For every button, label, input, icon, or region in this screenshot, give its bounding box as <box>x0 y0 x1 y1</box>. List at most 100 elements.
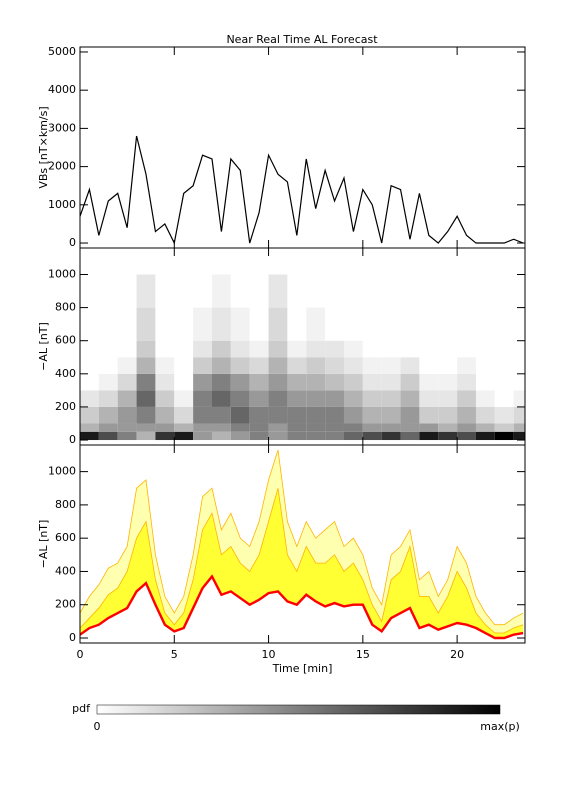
heat-cell <box>268 423 288 432</box>
heat-cell <box>438 406 458 424</box>
heat-cell <box>381 307 401 341</box>
x-axis-label: Time [min] <box>272 662 333 675</box>
heat-cell <box>513 274 525 308</box>
heat-cell <box>174 357 194 374</box>
heat-cell <box>419 406 439 424</box>
heat-cell <box>136 423 156 432</box>
heat-cell <box>306 307 326 341</box>
heat-cell <box>287 274 307 308</box>
heat-cell <box>211 340 231 358</box>
heat-cell <box>457 431 476 441</box>
heat-cell <box>174 274 194 308</box>
heat-cell <box>155 390 175 407</box>
heat-cell <box>362 390 382 407</box>
heat-cell <box>475 390 495 407</box>
heat-cell <box>230 406 250 424</box>
heat-cell <box>249 390 269 407</box>
heat-cell <box>513 431 525 441</box>
heat-cell <box>475 274 495 308</box>
heat-cell <box>306 340 326 358</box>
heat-cell <box>174 340 194 358</box>
heat-cell <box>287 423 307 432</box>
data-line <box>80 135 524 245</box>
heat-cell <box>136 340 156 358</box>
heat-cell <box>211 274 231 308</box>
heat-cell <box>457 274 476 308</box>
heat-cell <box>80 357 99 374</box>
heat-cell <box>343 274 363 308</box>
y-tick-label: 5000 <box>48 45 76 58</box>
heat-cell <box>343 423 363 432</box>
heat-cell <box>325 357 344 374</box>
heat-cell <box>362 274 382 308</box>
heat-cell <box>80 340 99 358</box>
heat-cell <box>155 307 175 341</box>
heat-cell <box>362 423 382 432</box>
heat-cell <box>287 406 307 424</box>
heat-cell <box>400 431 420 441</box>
heat-cell <box>136 431 156 441</box>
heat-cell <box>211 357 231 374</box>
band-area <box>80 488 524 639</box>
heat-cell <box>249 406 269 424</box>
heat-cell <box>174 307 194 341</box>
heat-cell <box>306 373 326 391</box>
heat-cell <box>381 373 401 391</box>
heat-cell <box>155 274 175 308</box>
heat-cell <box>268 307 288 341</box>
heat-cell <box>419 390 439 407</box>
heat-cell <box>419 431 439 441</box>
heat-cell <box>174 406 194 424</box>
heat-cell <box>513 423 525 432</box>
y-tick-label: 800 <box>55 301 76 314</box>
heat-cell <box>230 423 250 432</box>
heat-cell <box>475 373 495 391</box>
heat-cell <box>438 390 458 407</box>
heat-cell <box>136 357 156 374</box>
heat-cell <box>193 274 212 308</box>
heat-cell <box>98 357 118 374</box>
heat-cell <box>80 431 99 441</box>
heat-cell <box>211 431 231 441</box>
heat-cell <box>494 340 514 358</box>
heat-cell <box>174 423 194 432</box>
heat-cell <box>438 373 458 391</box>
heat-cell <box>268 274 288 308</box>
heat-cell <box>419 357 439 374</box>
band-edge <box>80 488 524 634</box>
heat-cell <box>494 357 514 374</box>
heat-cell <box>249 423 269 432</box>
heat-cell <box>438 431 458 441</box>
heat-cell <box>249 274 269 308</box>
heat-cell <box>268 390 288 407</box>
y-tick-label: 4000 <box>48 83 76 96</box>
heat-cell <box>400 423 420 432</box>
heat-cell <box>117 307 137 341</box>
y-axis-label: −AL [nT] <box>37 322 50 371</box>
heat-cell <box>249 340 269 358</box>
heat-cell <box>193 390 212 407</box>
y-tick-label: 2000 <box>48 160 76 173</box>
heat-cell <box>513 357 525 374</box>
heat-cell <box>136 406 156 424</box>
y-tick-label: 200 <box>55 400 76 413</box>
heat-cell <box>287 357 307 374</box>
heat-cell <box>193 406 212 424</box>
y-axis-label: VBs [nT×km/s] <box>37 106 50 188</box>
y-tick-label: 3000 <box>48 121 76 134</box>
heat-cell <box>457 390 476 407</box>
heat-cell <box>419 340 439 358</box>
heat-cell <box>268 373 288 391</box>
heat-cell <box>80 423 99 432</box>
heat-cell <box>438 274 458 308</box>
heat-cell <box>193 307 212 341</box>
heat-cell <box>80 274 99 308</box>
heat-cell <box>513 340 525 358</box>
heat-cell <box>475 307 495 341</box>
y-tick-label: 1000 <box>48 267 76 280</box>
heat-cell <box>155 431 175 441</box>
heat-cell <box>249 373 269 391</box>
heat-cell <box>80 373 99 391</box>
heat-cell <box>155 423 175 432</box>
